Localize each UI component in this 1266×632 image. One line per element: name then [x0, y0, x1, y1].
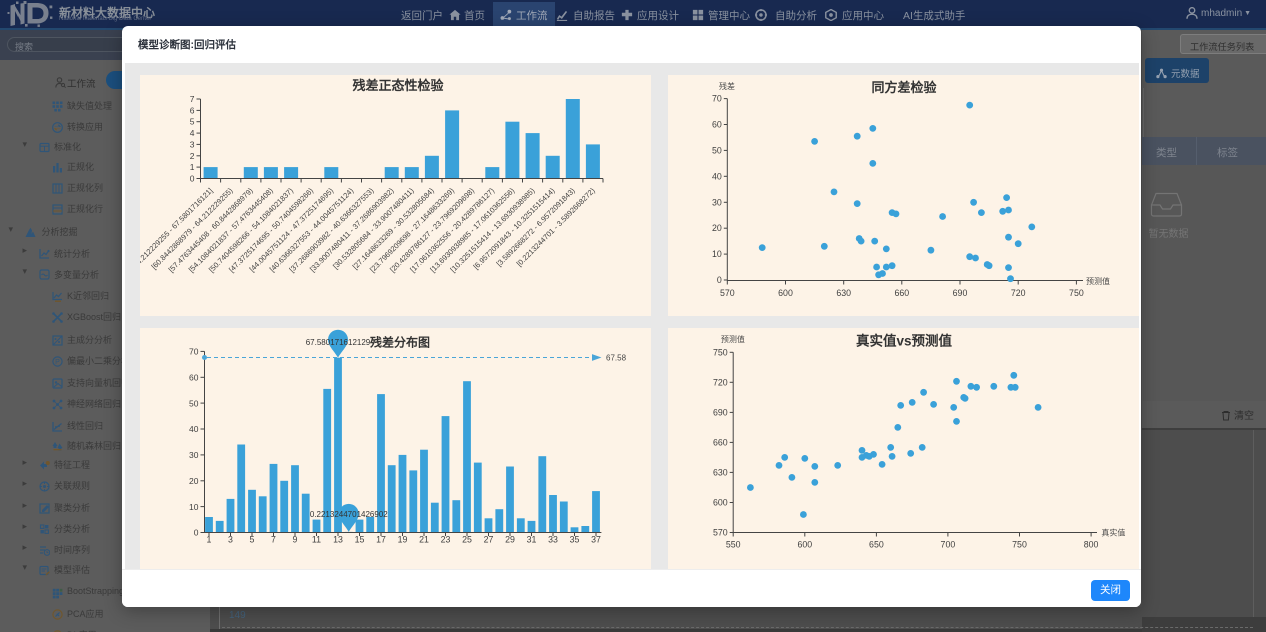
- svg-text:5: 5: [250, 534, 255, 544]
- svg-text:1: 1: [190, 162, 195, 172]
- svg-text:600: 600: [713, 498, 728, 508]
- svg-text:37: 37: [591, 534, 601, 544]
- svg-text:0: 0: [190, 174, 195, 184]
- svg-text:预测值: 预测值: [721, 334, 745, 344]
- svg-text:660: 660: [894, 288, 909, 298]
- svg-text:40: 40: [712, 171, 722, 181]
- svg-text:21: 21: [419, 534, 429, 544]
- svg-text:10: 10: [189, 502, 199, 512]
- svg-text:70: 70: [189, 347, 199, 357]
- svg-text:2: 2: [190, 151, 195, 161]
- svg-text:30: 30: [189, 450, 199, 460]
- svg-text:6: 6: [190, 105, 195, 115]
- svg-text:70: 70: [712, 94, 722, 104]
- svg-text:33: 33: [548, 534, 558, 544]
- svg-text:650: 650: [869, 540, 884, 550]
- svg-text:660: 660: [713, 437, 728, 447]
- svg-text:0: 0: [194, 528, 199, 538]
- svg-text:19: 19: [398, 534, 408, 544]
- svg-text:67.58: 67.58: [606, 354, 627, 363]
- svg-text:11: 11: [312, 534, 321, 544]
- svg-text:50: 50: [189, 398, 199, 408]
- svg-text:720: 720: [1011, 288, 1026, 298]
- svg-text:3: 3: [228, 534, 233, 544]
- svg-text:27: 27: [484, 534, 494, 544]
- svg-text:60: 60: [189, 373, 199, 383]
- svg-text:750: 750: [713, 347, 728, 357]
- svg-text:800: 800: [1084, 540, 1099, 550]
- svg-text:50: 50: [712, 145, 722, 155]
- svg-text:预测值: 预测值: [1086, 276, 1110, 286]
- svg-text:690: 690: [713, 407, 728, 417]
- svg-text:7: 7: [190, 94, 195, 104]
- svg-text:0: 0: [717, 275, 722, 285]
- svg-text:15: 15: [355, 534, 365, 544]
- svg-text:40: 40: [189, 424, 199, 434]
- svg-text:600: 600: [778, 288, 793, 298]
- svg-text:750: 750: [1012, 540, 1027, 550]
- svg-text:4: 4: [190, 128, 195, 138]
- svg-text:1: 1: [207, 534, 212, 544]
- svg-text:35: 35: [570, 534, 580, 544]
- svg-text:29: 29: [505, 534, 515, 544]
- svg-text:25: 25: [462, 534, 472, 544]
- svg-text:630: 630: [713, 467, 728, 477]
- svg-text:630: 630: [836, 288, 851, 298]
- svg-text:720: 720: [713, 377, 728, 387]
- svg-text:20: 20: [189, 476, 199, 486]
- svg-text:9: 9: [293, 534, 298, 544]
- svg-text:570: 570: [720, 288, 735, 298]
- svg-text:600: 600: [797, 540, 812, 550]
- svg-text:17: 17: [376, 534, 386, 544]
- svg-text:750: 750: [1069, 288, 1084, 298]
- svg-text:0.2213244701426902: 0.2213244701426902: [310, 510, 388, 519]
- svg-text:残差: 残差: [719, 81, 735, 91]
- svg-text:700: 700: [941, 540, 956, 550]
- svg-text:30: 30: [712, 197, 722, 207]
- svg-text:10: 10: [712, 249, 722, 259]
- svg-text:残差正态性检验: 残差正态性检验: [352, 78, 444, 93]
- svg-text:570: 570: [713, 528, 728, 538]
- svg-text:同方差检验: 同方差检验: [871, 80, 937, 95]
- svg-text:13: 13: [333, 534, 343, 544]
- svg-text:真实值vs预测值: 真实值vs预测值: [856, 333, 953, 349]
- svg-text:67.580171612129: 67.580171612129: [306, 338, 371, 347]
- svg-text:3: 3: [190, 139, 195, 149]
- svg-text:20: 20: [712, 223, 722, 233]
- svg-text:7: 7: [271, 534, 276, 544]
- svg-text:60: 60: [712, 120, 722, 130]
- svg-text:P: P: [55, 359, 60, 366]
- svg-text:23: 23: [441, 534, 451, 544]
- svg-text:真实值: 真实值: [1101, 528, 1125, 538]
- svg-text:31: 31: [527, 534, 537, 544]
- svg-text:690: 690: [953, 288, 968, 298]
- svg-text:5: 5: [190, 117, 195, 127]
- svg-text:残差分布图: 残差分布图: [370, 335, 430, 350]
- svg-text:550: 550: [726, 540, 741, 550]
